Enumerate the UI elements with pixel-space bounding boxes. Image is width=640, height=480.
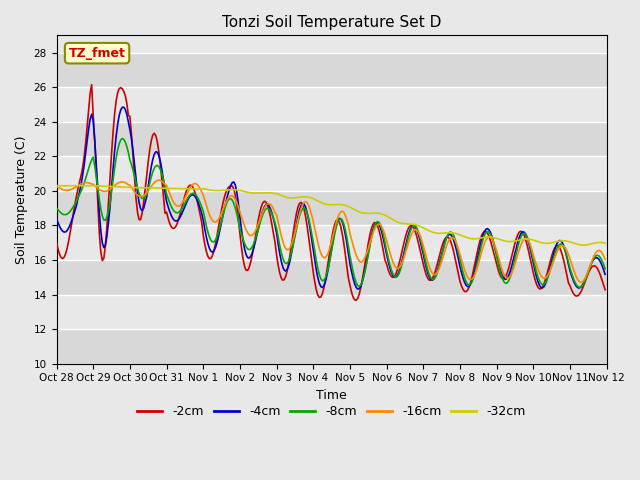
Bar — [56, 156, 607, 191]
Title: Tonzi Soil Temperature Set D: Tonzi Soil Temperature Set D — [222, 15, 441, 30]
Legend: -2cm, -4cm, -8cm, -16cm, -32cm: -2cm, -4cm, -8cm, -16cm, -32cm — [132, 400, 531, 423]
Bar — [56, 260, 607, 295]
Y-axis label: Soil Temperature (C): Soil Temperature (C) — [15, 135, 28, 264]
X-axis label: Time: Time — [316, 389, 347, 402]
Bar — [56, 295, 607, 329]
Bar — [56, 53, 607, 87]
Bar — [56, 226, 607, 260]
Bar — [56, 87, 607, 122]
Text: TZ_fmet: TZ_fmet — [68, 47, 125, 60]
Bar — [56, 18, 607, 53]
Bar — [56, 122, 607, 156]
Bar — [56, 191, 607, 226]
Bar — [56, 329, 607, 364]
